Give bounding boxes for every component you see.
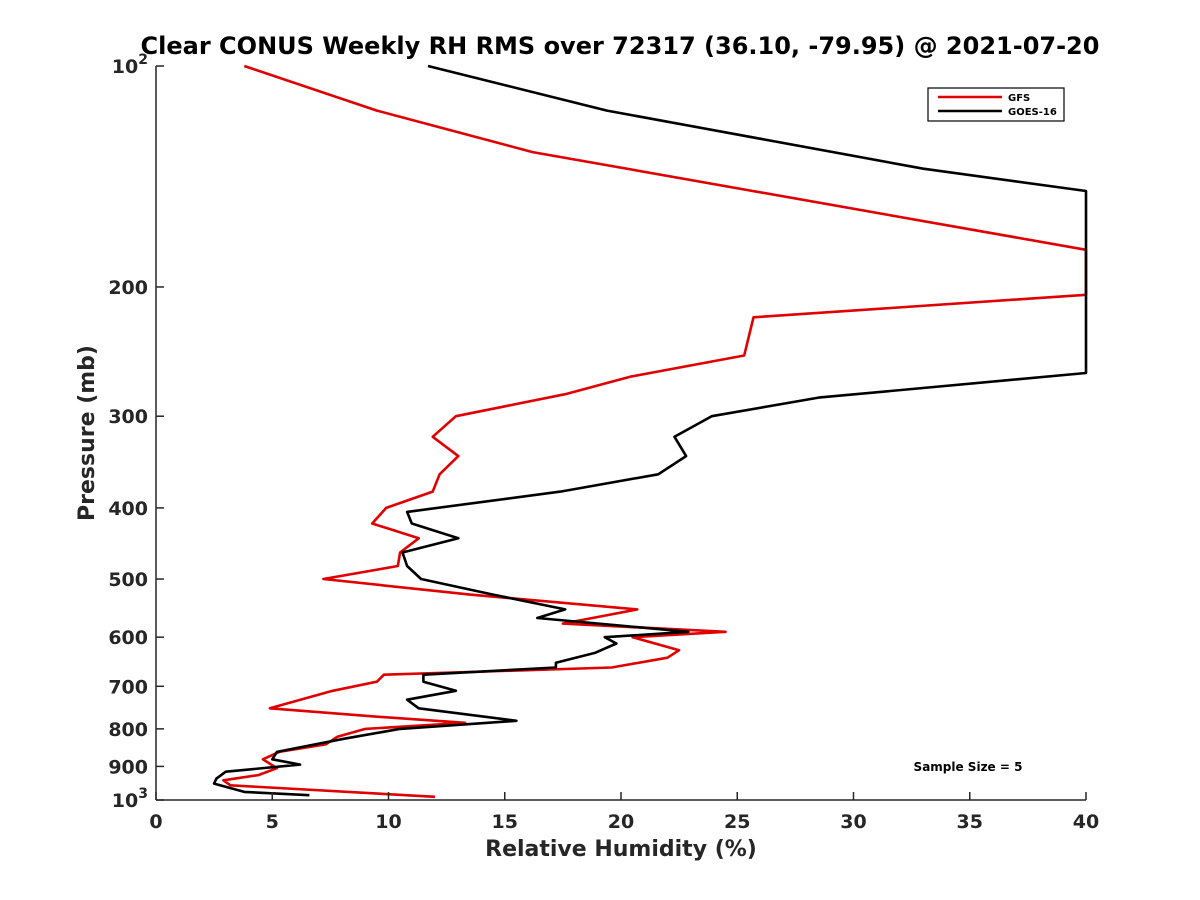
plot-background xyxy=(156,66,1086,800)
x-tick-label: 40 xyxy=(1073,811,1099,833)
x-tick-label: 15 xyxy=(492,811,518,833)
y-tick-label: 900 xyxy=(108,756,148,778)
y-tick-label: 200 xyxy=(108,277,148,299)
plot-area: 0 5 10 15 20 25 30 35 40 102 200 300 400 500 600 700 80… xyxy=(108,52,1099,833)
legend: GFS GOES-16 xyxy=(927,87,1065,122)
y-tick-label: 102 xyxy=(112,52,148,78)
y-tick-label: 600 xyxy=(108,627,148,649)
x-tick-label: 20 xyxy=(608,811,634,833)
x-tick-label: 5 xyxy=(266,811,279,833)
legend-label-gfs: GFS xyxy=(1008,93,1030,104)
x-tick-label: 0 xyxy=(149,811,162,833)
legend-label-goes-16: GOES-16 xyxy=(1008,107,1057,118)
x-tick-label: 10 xyxy=(375,811,401,833)
y-tick-label: 500 xyxy=(108,569,148,591)
y-tick-label: 700 xyxy=(108,676,148,698)
x-tick-label: 25 xyxy=(724,811,750,833)
x-axis-label: Relative Humidity (%) xyxy=(485,837,757,862)
y-axis-label: Pressure (mb) xyxy=(75,345,100,521)
y-tick-label: 400 xyxy=(108,498,148,520)
x-ticks: 0 5 10 15 20 25 30 35 40 xyxy=(149,792,1099,833)
series-line-goes-16 xyxy=(212,64,1088,797)
y-tick-label: 103 xyxy=(112,786,148,812)
series-layer xyxy=(212,64,1088,799)
y-tick-label: 800 xyxy=(108,719,148,741)
legend-box xyxy=(927,87,1065,122)
x-tick-label: 35 xyxy=(957,811,983,833)
chart-title: Clear CONUS Weekly RH RMS over 72317 (36… xyxy=(141,32,1100,60)
sample-size-annotation: Sample Size = 5 xyxy=(914,760,1023,774)
y-tick-label: 300 xyxy=(108,406,148,428)
y-ticks: 102 200 300 400 500 600 700 800 900 103 xyxy=(108,52,164,812)
x-tick-label: 30 xyxy=(840,811,866,833)
